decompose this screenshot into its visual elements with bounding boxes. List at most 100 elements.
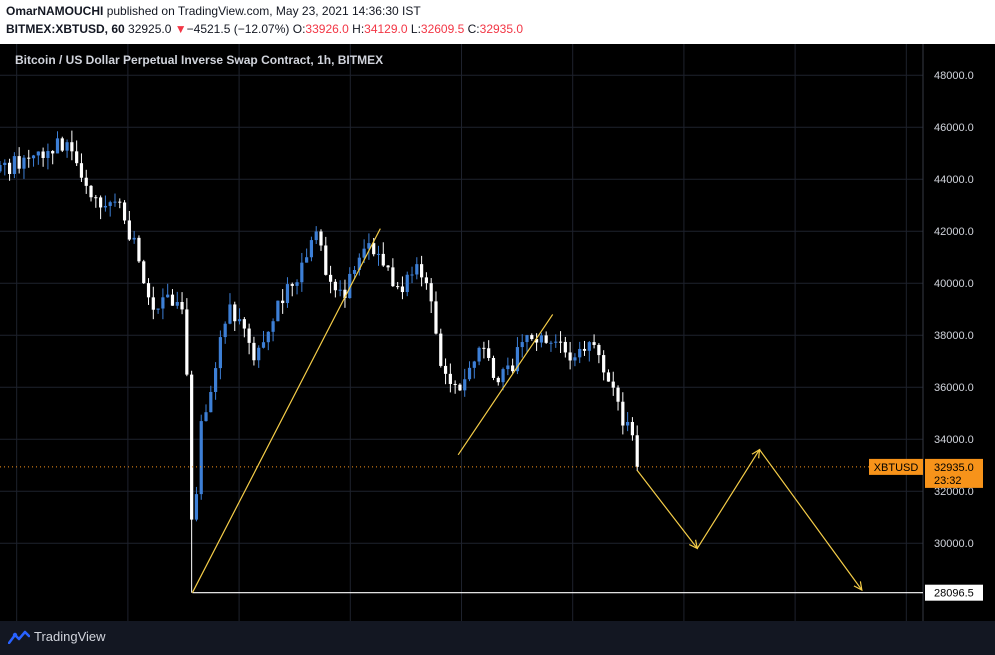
candle-body	[520, 342, 524, 348]
candle-body	[305, 257, 309, 263]
author-name[interactable]: OmarNAMOUCHI	[6, 4, 104, 18]
candle-body	[190, 374, 194, 520]
candle-body	[118, 201, 122, 203]
candle-body	[223, 323, 227, 338]
trend-line	[191, 228, 381, 593]
chart-title: Bitcoin / US Dollar Perpetual Inverse Sw…	[15, 53, 384, 67]
candle-body	[199, 421, 203, 495]
candle-body	[568, 352, 572, 361]
candle-body	[46, 151, 50, 158]
open-value: 33926.0	[305, 22, 349, 36]
candle-body	[372, 243, 376, 255]
candle-body	[89, 185, 93, 198]
candle-body	[515, 347, 520, 372]
candle-body	[175, 302, 179, 306]
candle-body	[506, 365, 510, 370]
projection-arrow	[696, 450, 759, 549]
candle-body	[606, 372, 611, 382]
candle-body	[209, 391, 213, 413]
high-label: H:	[352, 22, 365, 36]
price-change: −4521.5 (−12.07%)	[186, 22, 290, 36]
candle-body	[228, 304, 232, 324]
candle-body	[563, 341, 567, 353]
candle-body	[261, 342, 266, 348]
candle-body	[137, 237, 141, 262]
candle-body	[458, 384, 462, 391]
candle-body	[324, 245, 328, 275]
y-tick-label: 40000.0	[934, 278, 974, 290]
candle-body	[338, 289, 342, 291]
candle-body	[300, 262, 304, 283]
candle-body	[343, 289, 347, 299]
candle-body	[611, 381, 615, 388]
candles	[0, 130, 639, 593]
candle-body	[218, 337, 222, 369]
candle-body	[602, 355, 606, 373]
symbol-name[interactable]: BITMEX:XBTUSD, 60	[6, 22, 125, 36]
candle-body	[185, 309, 189, 375]
candle-body	[487, 348, 491, 358]
candle-body	[113, 201, 117, 203]
candle-body	[257, 347, 261, 361]
candle-body	[94, 197, 98, 199]
candle-body	[271, 321, 275, 332]
candle-body	[309, 240, 314, 258]
candle-body	[333, 281, 337, 291]
candle-body	[539, 335, 543, 343]
candle-body	[99, 197, 103, 208]
tradingview-logo-icon[interactable]	[7, 630, 31, 649]
candle-body	[41, 151, 45, 158]
y-tick-label: 48000.0	[934, 70, 974, 82]
candle-body	[132, 237, 136, 240]
candle-body	[525, 335, 529, 343]
candle-body	[582, 348, 587, 351]
support-badge-label: 28096.5	[934, 588, 974, 600]
candle-body	[281, 300, 285, 304]
candle-body	[314, 231, 318, 241]
projection-arrow	[636, 470, 697, 548]
price-badge-countdown: 23:32	[934, 475, 962, 487]
candle-body	[103, 205, 108, 208]
candle-body	[587, 342, 591, 351]
candle-body	[151, 297, 155, 310]
candle-body	[496, 377, 500, 383]
y-tick-label: 32000.0	[934, 486, 974, 498]
candle-body	[439, 333, 443, 366]
candle-body	[3, 162, 7, 166]
candle-body	[453, 383, 457, 385]
y-tick-label: 42000.0	[934, 226, 974, 238]
symbol-badge	[869, 458, 923, 475]
last-price: 32925.0	[128, 22, 172, 36]
price-chart[interactable]: 30000.0 32000.0 34000.0 36000.0 38000.0 40000…	[0, 44, 995, 652]
symbol-badge-label: XBTUSD	[874, 462, 919, 474]
candle-body	[108, 202, 112, 206]
candle-body	[146, 283, 151, 298]
candle-body	[362, 248, 366, 258]
candle-body	[295, 282, 299, 286]
chart-area[interactable]: 30000.0 32000.0 34000.0 36000.0 38000.0 40000…	[0, 44, 995, 652]
candle-body	[51, 151, 55, 154]
candle-body	[233, 304, 237, 322]
candle-body	[17, 156, 21, 169]
candle-body	[434, 301, 438, 334]
candle-body	[491, 357, 496, 378]
candle-body	[635, 435, 639, 467]
change-arrow-icon: ▼	[174, 22, 187, 36]
low-value: 32609.5	[420, 22, 465, 36]
candle-body	[549, 342, 553, 344]
close-value: 32935.0	[479, 22, 524, 36]
candle-body	[328, 274, 333, 282]
candle-body	[252, 342, 256, 361]
high-value: 34129.0	[364, 22, 408, 36]
candle-body	[75, 151, 79, 164]
candle-body	[348, 273, 352, 299]
candle-body	[367, 243, 371, 249]
y-tick-label: 30000.0	[934, 538, 974, 550]
candle-body	[554, 341, 558, 343]
candle-body	[467, 367, 472, 380]
candle-body	[463, 379, 467, 391]
candle-body	[376, 253, 381, 255]
candle-body	[204, 412, 208, 422]
candle-body	[616, 387, 620, 402]
tradingview-brand[interactable]: TradingView	[34, 629, 106, 644]
